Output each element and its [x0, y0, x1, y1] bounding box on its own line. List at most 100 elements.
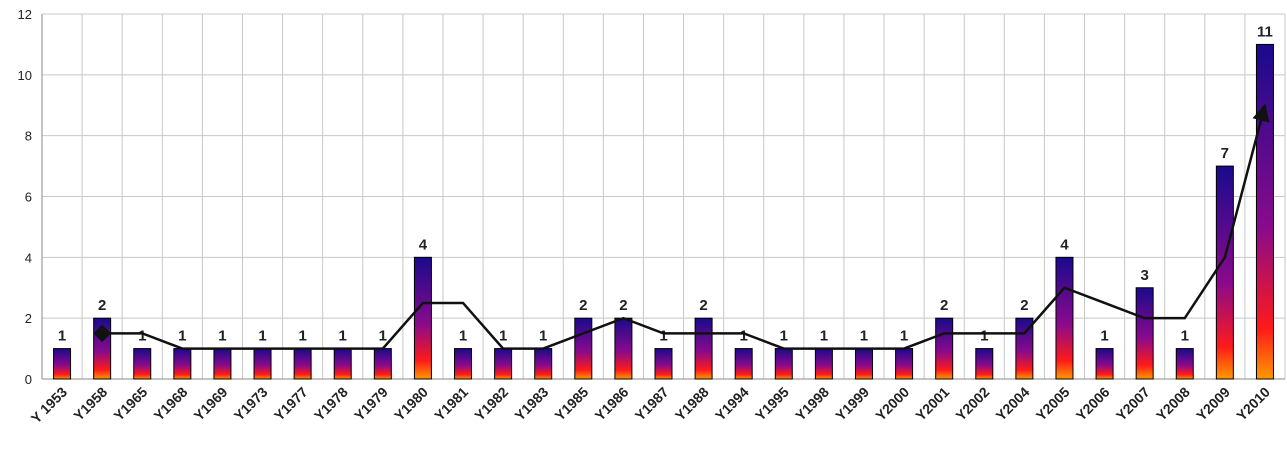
- x-tick-label: Y 1953: [28, 384, 71, 427]
- x-tick-label: Y1988: [672, 384, 712, 424]
- x-tick-label: Y1958: [70, 384, 110, 424]
- value-label: 1: [499, 328, 507, 345]
- value-label: 1: [740, 328, 748, 345]
- x-tick-label: Y2006: [1073, 384, 1113, 424]
- value-label: 1: [339, 328, 347, 345]
- x-tick-label: Y1968: [151, 384, 191, 424]
- bar: [774, 348, 793, 380]
- bar: [1175, 348, 1194, 380]
- x-tick-label: Y1999: [832, 384, 872, 424]
- bar: [895, 348, 914, 380]
- value-label: 2: [699, 297, 707, 314]
- bar: [413, 256, 432, 380]
- bar: [1215, 165, 1234, 380]
- bar: [373, 348, 392, 380]
- x-tick-label: Y1986: [592, 384, 632, 424]
- bar: [1135, 287, 1154, 380]
- value-label: 1: [218, 328, 226, 345]
- bar: [293, 348, 312, 380]
- value-label: 7: [1221, 145, 1229, 162]
- x-tick-label: Y2004: [993, 384, 1033, 424]
- bar: [574, 317, 593, 380]
- x-tick-label: Y2005: [1033, 384, 1073, 424]
- bar: [654, 348, 673, 380]
- x-tick-label: Y1985: [551, 384, 591, 424]
- trend-line: [93, 103, 1270, 350]
- value-label: 11: [1257, 23, 1273, 40]
- bar: [333, 348, 352, 380]
- value-label: 1: [780, 328, 788, 345]
- y-tick-label: 10: [18, 68, 32, 83]
- value-label: 2: [619, 297, 627, 314]
- x-tick-label: Y1983: [511, 384, 551, 424]
- value-label: 4: [1060, 236, 1069, 253]
- x-tick-label: Y1978: [311, 384, 351, 424]
- bar: [173, 348, 192, 380]
- x-tick-label: Y1994: [712, 384, 752, 424]
- value-label: 2: [579, 297, 587, 314]
- value-label: 1: [820, 328, 828, 345]
- bar: [694, 317, 713, 380]
- x-tick-label: Y2007: [1113, 384, 1153, 424]
- x-tick-label: Y1995: [752, 384, 792, 424]
- x-tick-label: Y1973: [231, 384, 271, 424]
- y-tick-label: 4: [25, 250, 32, 265]
- x-tick-label: Y2002: [952, 384, 992, 424]
- bar: [213, 348, 232, 380]
- x-tick-label: Y2001: [912, 384, 952, 424]
- value-label: 1: [298, 328, 306, 345]
- bar: [494, 348, 513, 380]
- y-tick-label: 0: [25, 372, 32, 387]
- bar: [1095, 348, 1114, 380]
- x-tick-label: Y1965: [110, 384, 150, 424]
- x-tick-label: Y2009: [1193, 384, 1233, 424]
- y-tick-label: 8: [25, 129, 32, 144]
- x-tick-label: Y1981: [431, 384, 471, 424]
- x-tick-label: Y2000: [872, 384, 912, 424]
- bar: [253, 348, 272, 380]
- x-tick-label: Y1998: [792, 384, 832, 424]
- bar: [53, 348, 72, 380]
- bar: [454, 348, 473, 380]
- x-tick-label: Y1980: [391, 384, 431, 424]
- value-label: 1: [860, 328, 868, 345]
- bar: [734, 348, 753, 380]
- value-label: 1: [539, 328, 547, 345]
- x-tick-label: Y1982: [471, 384, 511, 424]
- value-label: 1: [138, 328, 146, 345]
- bar: [1055, 256, 1074, 380]
- value-label: 1: [58, 328, 66, 345]
- x-tick-label: Y1979: [351, 384, 391, 424]
- value-label: 4: [419, 236, 428, 253]
- value-label: 1: [659, 328, 667, 345]
- value-label: 1: [1100, 328, 1108, 345]
- bar: [1255, 43, 1274, 380]
- bar: [133, 348, 152, 380]
- bar: [534, 348, 553, 380]
- value-label: 1: [258, 328, 266, 345]
- value-label: 1: [379, 328, 387, 345]
- bar: [935, 317, 954, 380]
- value-label: 2: [940, 297, 948, 314]
- value-label: 1: [459, 328, 467, 345]
- y-tick-label: 6: [25, 190, 32, 205]
- x-tick-label: Y1987: [632, 384, 672, 424]
- x-tick-label: Y1969: [191, 384, 231, 424]
- x-tick-label: Y1977: [271, 384, 311, 424]
- value-label: 3: [1140, 267, 1148, 284]
- value-label: 2: [98, 297, 106, 314]
- x-tick-label: Y2010: [1233, 384, 1273, 424]
- bar: [975, 348, 994, 380]
- bar: [93, 317, 112, 380]
- x-tick-label: Y2008: [1153, 384, 1193, 424]
- y-tick-label: 12: [18, 7, 32, 22]
- value-label: 1: [1181, 328, 1189, 345]
- bar: [614, 317, 633, 380]
- value-label: 2: [1020, 297, 1028, 314]
- value-label: 1: [178, 328, 186, 345]
- bar: [814, 348, 833, 380]
- value-label: 1: [900, 328, 908, 345]
- value-label: 1: [980, 328, 988, 345]
- bar: [854, 348, 873, 380]
